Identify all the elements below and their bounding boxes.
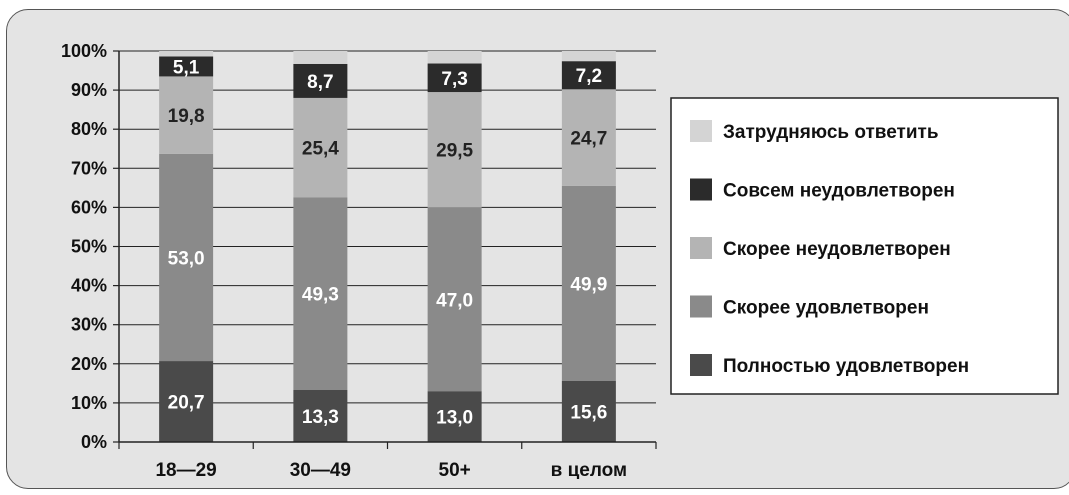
bar-segment [427, 207, 482, 392]
data-label: 7,3 [441, 69, 467, 90]
data-label: 13,0 [436, 408, 473, 429]
bar-segment [427, 92, 482, 208]
data-label: 7,2 [576, 66, 602, 87]
bar-segment [561, 51, 616, 62]
legend-label: Скорее удовлетворен [723, 298, 929, 319]
data-label: 5,1 [173, 57, 200, 78]
bars [159, 51, 616, 442]
data-label: 29,5 [436, 141, 473, 162]
bar-segment [293, 63, 348, 98]
x-tick-label: 30—49 [290, 460, 351, 479]
legend-swatch [690, 295, 712, 318]
bar-segment [159, 56, 214, 77]
legend-swatch [690, 237, 712, 259]
y-tick-label: 60% [71, 197, 107, 217]
bar-segment [427, 63, 482, 93]
y-tick-label: 20% [71, 354, 107, 374]
legend-swatch [690, 120, 712, 142]
data-label: 49,3 [302, 285, 339, 306]
data-label: 47,0 [436, 290, 473, 311]
x-tick-label: 50+ [439, 460, 471, 479]
data-label: 25,4 [302, 139, 339, 160]
axes [113, 50, 657, 449]
y-tick-label: 100% [61, 41, 107, 61]
x-tick-label: в целом [551, 460, 627, 479]
data-label: 49,9 [570, 274, 607, 295]
y-tick-label: 50% [71, 237, 107, 257]
y-tick-label: 30% [71, 315, 107, 335]
bar-segment [561, 61, 616, 90]
stacked-bar-chart: 20,7 53,0 19,8 5,1 13,3 49,3 25,4 8,7 13,0 47,0 29… [61, 41, 1059, 479]
y-tick-label: 80% [71, 119, 107, 139]
bar-segment [293, 97, 348, 198]
legend-label: Скорее неудовлетворен [723, 239, 951, 260]
data-label: 8,7 [307, 72, 333, 93]
y-tick-labels: 0% 10% 20% 30% 40% 50% 60% 70% 80% 90% 100% [61, 41, 107, 452]
legend-box [670, 97, 1059, 395]
legend-label: Затрудняюсь ответить [723, 122, 939, 143]
x-tick-labels: 18—29 30—49 50+ в целом [155, 460, 627, 479]
bar-segment [293, 389, 348, 442]
y-tick-label: 90% [71, 80, 107, 100]
data-label: 19,8 [168, 106, 205, 127]
value-labels: 20,7 53,0 19,8 5,1 13,3 49,3 25,4 8,7 13,0 47,0 29… [168, 57, 608, 428]
data-label: 13,3 [302, 407, 339, 428]
y-tick-label: 10% [71, 393, 107, 413]
bar-segment [561, 89, 616, 186]
data-label: 20,7 [168, 393, 205, 414]
bar-segment [159, 76, 214, 154]
bar-segment [427, 51, 482, 64]
bar-segment [561, 381, 616, 442]
bar-segment [293, 51, 348, 64]
y-tick-label: 0% [81, 432, 107, 452]
bar-segment [427, 391, 482, 442]
legend-label: Полностью удовлетворен [723, 356, 969, 377]
bar-segment [159, 361, 214, 442]
chart-frame: 20,7 53,0 19,8 5,1 13,3 49,3 25,4 8,7 13,0 47,0 29… [6, 9, 1069, 489]
bar-segment [159, 153, 214, 362]
legend-swatch [690, 354, 712, 376]
bar-segment [159, 51, 214, 57]
y-tick-label: 70% [71, 158, 107, 178]
legend-label: Совсем неудовлетворен [723, 181, 955, 202]
legend: Затрудняюсь ответить Совсем неудовлетворе… [670, 97, 1059, 395]
data-label: 15,6 [570, 403, 607, 424]
data-label: 24,7 [570, 129, 607, 150]
y-tick-label: 40% [71, 276, 107, 296]
data-label: 53,0 [168, 248, 205, 269]
bar-segment [293, 197, 348, 390]
x-tick-label: 18—29 [155, 460, 216, 479]
bar-segment [561, 185, 616, 382]
legend-swatch [690, 178, 712, 201]
